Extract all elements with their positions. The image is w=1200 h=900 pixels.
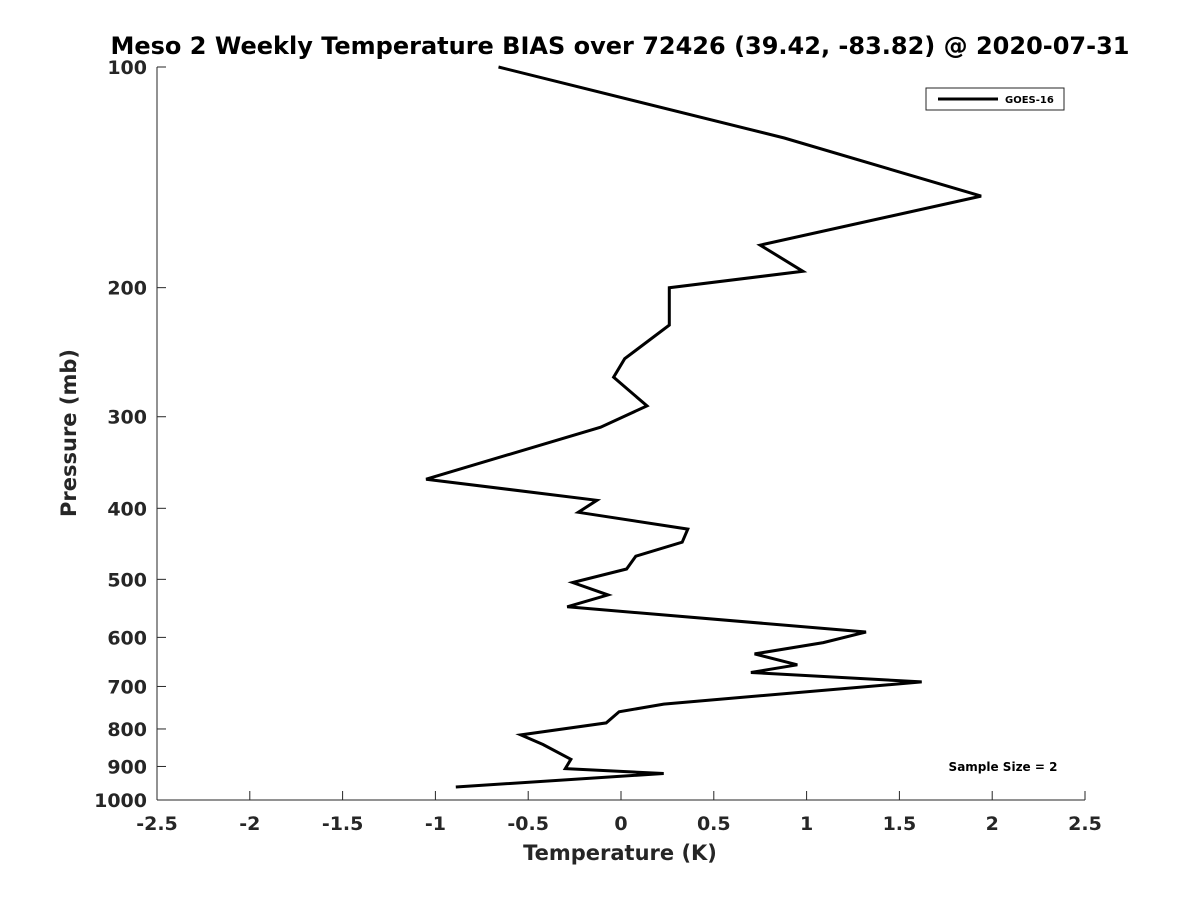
legend-label: GOES-16: [1005, 95, 1054, 106]
series-line-goes-16: [425, 65, 982, 789]
x-axis-label: Temperature (K): [523, 841, 717, 865]
x-tick-label: 2: [986, 813, 999, 835]
x-tick-label: 1: [800, 813, 813, 835]
x-tick-label: 0: [614, 813, 627, 835]
y-tick-label: 500: [107, 569, 147, 591]
legend: GOES-16: [925, 87, 1065, 111]
y-axis-label: Pressure (mb): [57, 349, 81, 517]
x-tick-label: 0.5: [697, 813, 731, 835]
x-tick-label: -2.5: [136, 813, 178, 835]
y-tick-label: 400: [107, 498, 147, 520]
sample-size-annotation: Sample Size = 2: [949, 760, 1058, 774]
y-tick-label: 800: [107, 719, 147, 741]
axes: -2.5 -2 -1.5 -1 -0.5 0 0.5 1 1.5 2 2.5 100 200 300 400…: [94, 57, 1102, 835]
y-tick-label: 900: [107, 756, 147, 778]
chart-title: Meso 2 Weekly Temperature BIAS over 7242…: [110, 32, 1129, 60]
y-tick-label: 1000: [94, 790, 147, 812]
x-tick-label: -0.5: [507, 813, 549, 835]
y-tick-label: 700: [107, 676, 147, 698]
series-layer: [425, 65, 982, 789]
y-tick-label: 600: [107, 627, 147, 649]
y-tick-label: 100: [107, 57, 147, 79]
y-tick-label: 200: [107, 278, 147, 300]
x-tick-label: -2: [239, 813, 260, 835]
x-tick-label: 2.5: [1068, 813, 1102, 835]
x-tick-label: -1: [425, 813, 446, 835]
y-tick-label: 300: [107, 407, 147, 429]
x-tick-label: 1.5: [883, 813, 917, 835]
x-tick-label: -1.5: [322, 813, 364, 835]
